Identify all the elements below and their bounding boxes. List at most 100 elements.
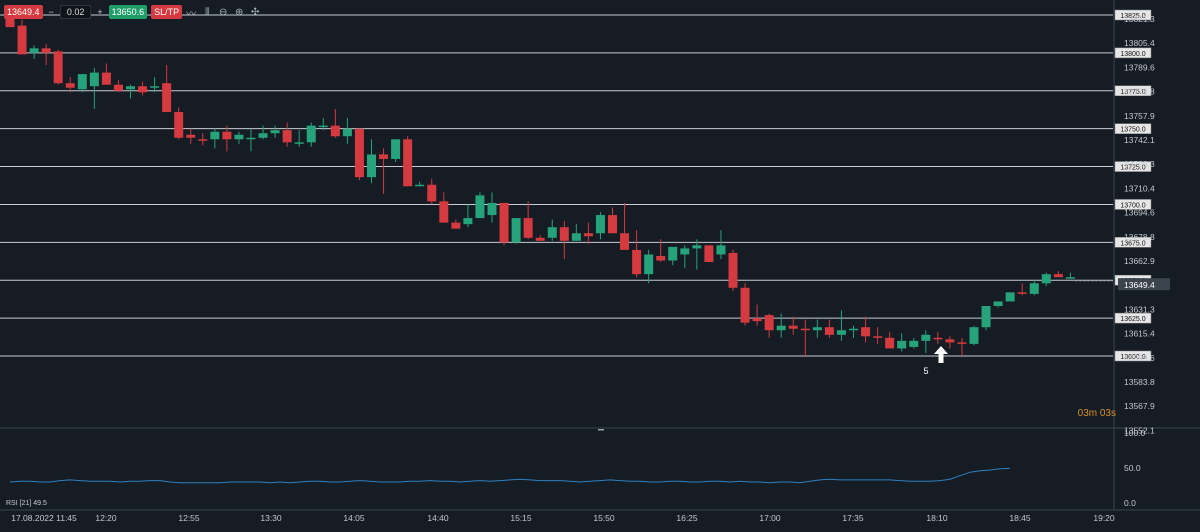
bull-candle xyxy=(921,330,931,353)
bear-candle xyxy=(656,239,666,263)
splitter-handle xyxy=(598,429,604,431)
candle-body xyxy=(29,48,39,53)
bear-candle xyxy=(282,122,292,147)
time-tick-label: 18:45 xyxy=(1009,513,1031,523)
line-chart-icon[interactable]: 〰 xyxy=(186,8,197,20)
price-tick-label: 13821.3 xyxy=(1124,14,1155,24)
candle-body xyxy=(547,227,557,238)
price-tick-label: 13567.9 xyxy=(1124,401,1155,411)
candle-body xyxy=(379,154,389,159)
time-tick-label: 17:00 xyxy=(759,513,781,523)
bull-candle xyxy=(595,212,605,240)
bear-candle xyxy=(330,108,340,138)
candle-body xyxy=(126,86,135,90)
candle-body xyxy=(740,287,750,323)
price-level-label: 13775.0 xyxy=(1120,89,1145,96)
candle-body xyxy=(439,201,449,223)
price-axis[interactable]: 13821.3 13805.4 13789.6 13773.8 13757.9 13742… xyxy=(1118,14,1170,508)
rsi-tick-label: 0.0 xyxy=(1124,498,1136,508)
candle-body xyxy=(198,139,208,141)
price-level-label: 13600.0 xyxy=(1120,354,1145,361)
bull-candle xyxy=(246,128,256,152)
bear-candle xyxy=(198,133,208,146)
candle-body xyxy=(608,215,617,234)
candle-body xyxy=(270,130,280,134)
bull-candle xyxy=(897,333,907,352)
bear-candle xyxy=(1053,271,1063,278)
sl-tp-button[interactable]: SL/TP xyxy=(151,5,183,19)
price-tick-label: 13805.4 xyxy=(1124,38,1155,48)
bear-candle xyxy=(41,43,51,66)
candle-body xyxy=(583,233,593,237)
candle-body xyxy=(246,137,256,140)
bull-candle xyxy=(668,246,678,266)
bull-candle xyxy=(210,128,220,149)
bull-candle xyxy=(318,118,328,131)
volume-decrease-button[interactable]: − xyxy=(48,7,54,17)
zoom-in-icon[interactable]: ⊕ xyxy=(234,6,244,18)
candle-body xyxy=(788,325,798,329)
candle-body xyxy=(222,131,232,140)
crosshair-icon[interactable]: ✣ xyxy=(250,6,260,18)
price-tick-label: 13631.3 xyxy=(1124,304,1155,314)
bull-candle xyxy=(1041,272,1051,287)
candle-body xyxy=(415,184,425,187)
price-level-label: 13825.0 xyxy=(1120,13,1145,20)
candle-body xyxy=(836,330,846,335)
bull-candle xyxy=(150,77,160,93)
time-axis[interactable]: 17.08.2022 11:45 12:20 12:55 13:30 14:05 14:4… xyxy=(11,513,1115,523)
time-tick-label: 15:50 xyxy=(593,513,615,523)
bull-candle xyxy=(367,139,376,184)
candle-body xyxy=(77,74,87,90)
candle-timer: 03m 03s xyxy=(1077,408,1116,419)
price-tick-label: 13742.1 xyxy=(1124,135,1155,145)
bear-candle xyxy=(620,202,630,250)
bull-candle xyxy=(306,122,316,147)
candle-body xyxy=(1041,274,1051,284)
bear-candle xyxy=(439,192,449,223)
rsi-legend: RSI [21] 49.5 xyxy=(6,500,47,507)
buy-button[interactable]: 13650.6 xyxy=(108,5,148,19)
bear-candle xyxy=(957,337,967,356)
zoom-out-icon[interactable]: ⊖ xyxy=(218,6,228,18)
bear-candle xyxy=(704,245,714,263)
bear-candle xyxy=(788,316,798,335)
price-tick-label: 13552.1 xyxy=(1124,425,1155,435)
time-tick-label: 12:55 xyxy=(178,513,200,523)
candle-body xyxy=(909,340,919,347)
bars-icon[interactable]: ⦀ xyxy=(204,6,210,18)
grid-lines xyxy=(0,0,1200,511)
price-tick-label: 13599.6 xyxy=(1124,353,1155,363)
bear-candle xyxy=(379,148,389,194)
bear-candle xyxy=(752,304,762,326)
candle-body xyxy=(282,130,292,143)
bear-candle xyxy=(186,128,196,144)
bull-candle xyxy=(415,181,425,187)
volume-input[interactable]: 0.02 xyxy=(59,5,92,19)
trade-toolbar: 13649.4 − 0.02 + 13650.6 SL/TP 〰 ⦀ ⊖ ⊕ ✣ xyxy=(4,4,262,20)
price-tick-label: 13789.6 xyxy=(1124,62,1155,72)
candle-body xyxy=(499,202,509,243)
price-level-lines[interactable]: 13825.0 13800.0 13775.0 13750.0 13725.0 13700… xyxy=(0,9,1152,362)
candle-body xyxy=(162,83,172,112)
candle-body xyxy=(5,15,15,28)
bull-candle xyxy=(644,249,654,284)
candle-body xyxy=(800,328,810,331)
rsi-label: RSI [21] 49.5 xyxy=(6,500,47,507)
bull-candle xyxy=(89,68,99,109)
bull-candle xyxy=(234,131,244,144)
rsi-tick-label: 50.0 xyxy=(1124,463,1141,473)
candle-body xyxy=(981,305,991,328)
bear-candle xyxy=(764,313,774,338)
candle-body xyxy=(620,233,630,250)
bull-candle xyxy=(547,219,557,241)
volume-increase-button[interactable]: + xyxy=(97,7,103,17)
candle-body xyxy=(764,315,774,331)
time-tick-label: 19:20 xyxy=(1093,513,1115,523)
candle-body xyxy=(306,125,316,143)
price-tick-label: 13757.9 xyxy=(1124,111,1155,121)
bear-candle xyxy=(101,63,111,85)
sell-button[interactable]: 13649.4 xyxy=(4,5,43,19)
up-arrow-icon xyxy=(934,346,948,363)
